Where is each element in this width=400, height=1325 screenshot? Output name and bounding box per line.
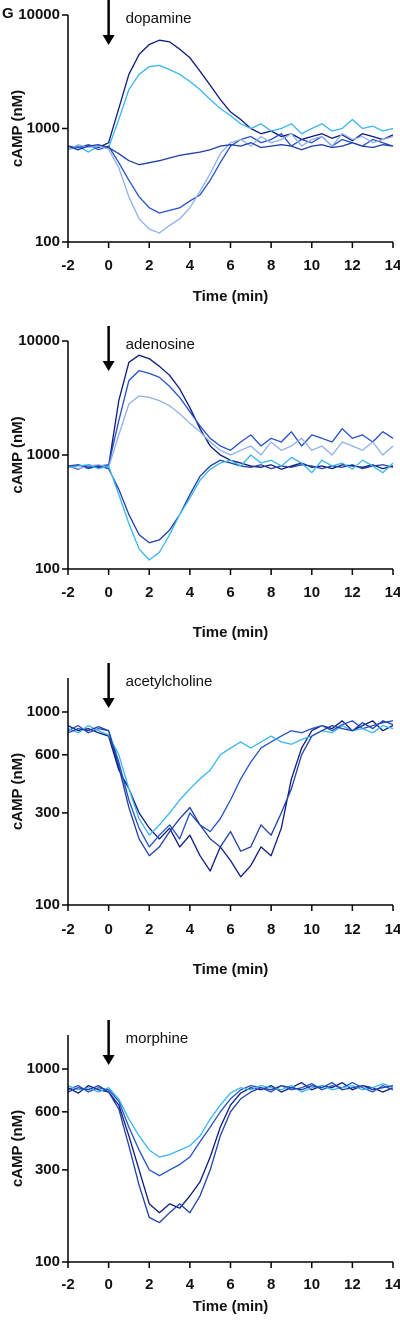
x-tick-label: 12 [344, 921, 361, 938]
x-tick-label: 14 [385, 257, 400, 274]
x-axis-label: Time (min) [193, 1298, 269, 1315]
x-tick-label: 6 [226, 1276, 234, 1293]
x-tick-label: 0 [104, 1276, 112, 1293]
x-tick-label: 10 [303, 257, 320, 274]
trace [67, 459, 394, 544]
trace [67, 369, 394, 470]
x-tick-label: -2 [61, 921, 74, 938]
x-tick-label: 0 [104, 921, 112, 938]
x-tick-label: 12 [344, 584, 361, 601]
x-axis-label: Time (min) [193, 961, 269, 978]
trace [67, 1081, 394, 1214]
y-tick-label: 600 [35, 746, 60, 763]
trace [67, 724, 394, 836]
y-tick-label: 100 [35, 1253, 60, 1270]
stimulus-arrowhead [102, 361, 115, 371]
trace [67, 1082, 394, 1158]
y-tick-label: 300 [35, 1161, 60, 1178]
y-axis-label: cAMP (nM) [9, 1110, 26, 1187]
annotation: morphine [126, 1030, 189, 1047]
x-tick-label: -2 [61, 1276, 74, 1293]
y-tick-label: 1000 [27, 703, 60, 720]
x-tick-label: 6 [226, 584, 234, 601]
y-tick-label: 100 [35, 560, 60, 577]
trace [67, 354, 394, 470]
annotation: acetylcholine [126, 673, 213, 690]
x-tick-label: 2 [145, 584, 153, 601]
x-tick-label: 6 [226, 921, 234, 938]
x-tick-label: 10 [303, 584, 320, 601]
x-tick-label: -2 [61, 584, 74, 601]
y-tick-label: 10000 [18, 332, 60, 349]
x-tick-label: -2 [61, 257, 74, 274]
x-tick-label: 2 [145, 257, 153, 274]
x-tick-label: 4 [186, 921, 195, 938]
y-tick-label: 1000 [27, 446, 60, 463]
trace [67, 720, 394, 848]
annotation: adenosine [126, 336, 195, 353]
panel-label: G [2, 5, 14, 22]
x-tick-label: 2 [145, 1276, 153, 1293]
x-tick-label: 8 [267, 257, 275, 274]
x-tick-label: 2 [145, 921, 153, 938]
y-axis-label: cAMP (nM) [9, 753, 26, 830]
x-tick-label: 4 [186, 1276, 195, 1293]
y-tick-label: 10000 [18, 6, 60, 23]
x-tick-label: 10 [303, 1276, 320, 1293]
trace [67, 39, 394, 151]
trace [67, 64, 394, 153]
x-tick-label: 14 [385, 1276, 400, 1293]
x-tick-label: 8 [267, 1276, 275, 1293]
x-tick-label: 12 [344, 257, 361, 274]
y-axis-label: cAMP (nM) [9, 416, 26, 493]
y-axis-label: cAMP (nM) [9, 90, 26, 167]
stimulus-arrowhead [102, 698, 115, 708]
x-tick-label: 0 [104, 584, 112, 601]
x-axis-label: Time (min) [193, 288, 269, 305]
x-tick-label: 4 [186, 584, 195, 601]
annotation: dopamine [126, 10, 192, 27]
trace [67, 133, 394, 214]
trace [67, 142, 394, 166]
y-tick-label: 600 [35, 1103, 60, 1120]
stimulus-arrowhead [102, 35, 115, 45]
x-tick-label: 4 [186, 257, 195, 274]
trace [67, 133, 394, 234]
y-tick-label: 100 [35, 896, 60, 913]
stimulus-arrowhead [102, 1055, 115, 1065]
x-axis-label: Time (min) [193, 624, 269, 641]
x-tick-label: 14 [385, 584, 400, 601]
x-tick-label: 12 [344, 1276, 361, 1293]
y-tick-label: 100 [35, 233, 60, 250]
trace [67, 720, 394, 857]
x-tick-label: 6 [226, 257, 234, 274]
y-tick-label: 300 [35, 804, 60, 821]
x-tick-label: 10 [303, 921, 320, 938]
trace [67, 1081, 394, 1224]
x-tick-label: 8 [267, 921, 275, 938]
y-tick-label: 1000 [27, 1060, 60, 1077]
y-tick-label: 1000 [27, 119, 60, 136]
x-tick-label: 0 [104, 257, 112, 274]
trace [67, 395, 394, 470]
x-tick-label: 14 [385, 921, 400, 938]
x-tick-label: 8 [267, 584, 275, 601]
trace [67, 454, 394, 561]
